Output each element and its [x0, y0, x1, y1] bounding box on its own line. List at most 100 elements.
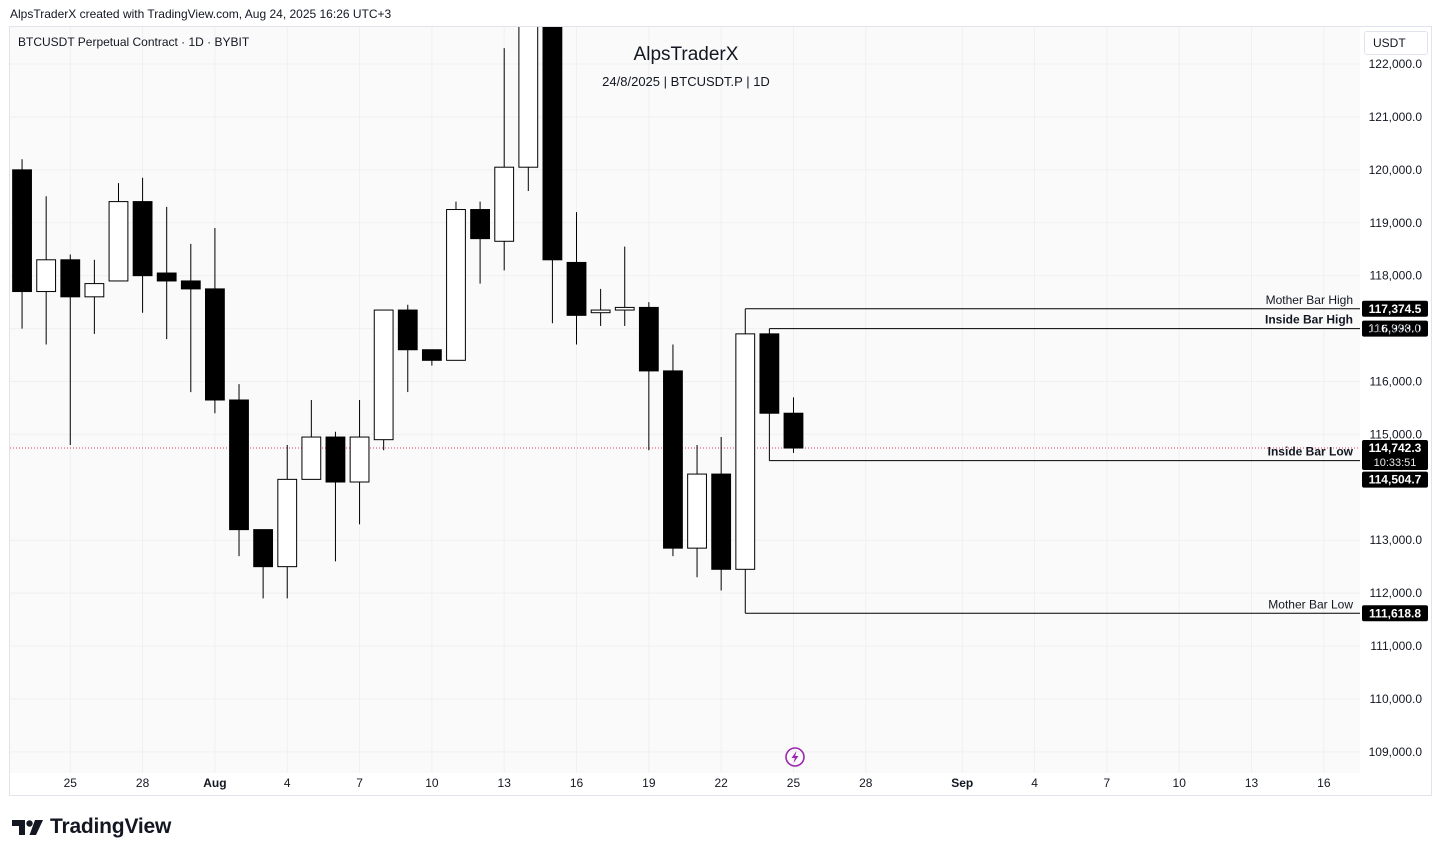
candle-body: [36, 259, 57, 293]
last-price-box: [1362, 440, 1428, 471]
price-tick-label: 111,000.0: [1370, 639, 1422, 653]
candle-body: [84, 283, 105, 298]
candle-bearish: [60, 254, 81, 445]
chart-title: AlpsTraderX: [633, 44, 739, 65]
candle-body: [277, 478, 298, 568]
level-price-tag: [1362, 300, 1428, 317]
time-tick-label: 10: [1173, 776, 1187, 790]
candle-body: [108, 201, 129, 282]
time-tick-label: 28: [859, 776, 873, 790]
symbol-label[interactable]: BTCUSDT Perpetual Contract · 1D · BYBIT: [18, 35, 250, 49]
time-tick-label: 28: [136, 776, 150, 790]
lightning-bolt-icon[interactable]: [784, 746, 806, 773]
candle-bullish: [36, 196, 57, 345]
level-price-tag: [1362, 605, 1428, 622]
time-tick-label: Sep: [951, 776, 973, 790]
candle-body: [132, 201, 153, 277]
time-tick-label: 19: [642, 776, 656, 790]
price-tick-label: 115,000.0: [1370, 427, 1423, 441]
candle-body: [614, 306, 635, 311]
grid-lines: [10, 27, 1360, 773]
candle-body: [663, 370, 683, 549]
candle-bearish: [783, 397, 804, 453]
candle-body: [301, 436, 322, 480]
candle-bearish: [253, 529, 274, 599]
level-name-label: Mother Bar Low: [1268, 597, 1353, 611]
time-tick-label: 13: [1245, 776, 1259, 790]
candle-body: [759, 333, 780, 414]
chart-subtitle: 24/8/2025 | BTCUSDT.P | 1D: [602, 74, 770, 89]
candle-body: [12, 169, 32, 293]
price-axis: 122,000.0 121,000.0 120,000.0 119,000.0 118,…: [1369, 57, 1423, 759]
candle-bearish: [229, 384, 249, 557]
candle-body: [421, 349, 442, 361]
candle-bullish: [349, 400, 370, 525]
candle-body: [397, 309, 418, 351]
level-price-label: 116,998.0: [1369, 322, 1422, 336]
candle-bearish: [12, 159, 32, 329]
level-price-label: 117,374.5: [1369, 302, 1422, 316]
candle-bullish: [277, 444, 298, 599]
price-tick-label: 113,000.0: [1370, 533, 1423, 547]
price-tick-label: 116,000.0: [1370, 374, 1423, 388]
candle-bearish: [470, 201, 490, 284]
candle-bearish: [180, 243, 201, 393]
time-tick-label: 4: [284, 776, 291, 790]
candle-body: [373, 309, 394, 441]
candle-body: [638, 306, 659, 372]
candle-body: [735, 333, 756, 570]
level-price-tag: [1362, 471, 1428, 488]
level-name-label: Mother Bar High: [1266, 293, 1353, 307]
candle-bearish: [132, 177, 153, 313]
candle-body: [711, 473, 732, 570]
candle-body: [229, 399, 249, 531]
price-tick-label: 109,000.0: [1369, 745, 1423, 759]
candle-bullish: [687, 444, 707, 578]
level-mother-bar-low: Mother Bar Low 111,618.8: [745, 597, 1428, 622]
level-lines: Mother Bar High 117,374.5 Inside Bar High 1…: [745, 293, 1428, 622]
level-price-tag: [1362, 320, 1428, 337]
price-tick-label: 118,000.0: [1370, 269, 1423, 283]
time-tick-label: 7: [356, 776, 363, 790]
candle-body: [325, 436, 346, 483]
candle-body: [687, 473, 707, 549]
time-axis: 25 28 Aug 4 7 10 13 16 19 22 25 28 Sep 4 7 10 13 16: [64, 776, 1331, 790]
candle-bullish: [518, 27, 539, 192]
tradingview-logo[interactable]: TradingView: [12, 815, 171, 839]
last-price-label: 114,742.3: [1369, 441, 1422, 455]
time-tick-label: 10: [425, 776, 439, 790]
last-price-tag: 114,742.3 10:33:51: [1362, 440, 1428, 471]
time-tick-label: 4: [1031, 776, 1038, 790]
candle-bearish: [638, 302, 659, 451]
candle-body: [566, 261, 587, 316]
candle-bearish: [663, 344, 683, 557]
time-tick-label: 25: [64, 776, 78, 790]
price-tick-label: 112,000.0: [1370, 586, 1423, 600]
candle-body: [542, 27, 563, 261]
time-tick-label: 13: [498, 776, 512, 790]
price-tick-label: 110,000.0: [1370, 692, 1423, 706]
candle-bearish: [397, 304, 418, 393]
level-name-label: Inside Bar High: [1265, 313, 1353, 327]
candle-body: [518, 27, 539, 168]
candle-bearish: [711, 437, 732, 591]
level-inside-bar-low-tag-top: 114,504.7: [1362, 471, 1428, 488]
candles: [12, 27, 804, 614]
currency-button[interactable]: USDT: [1364, 31, 1428, 55]
candle-body: [494, 166, 515, 242]
candle-bearish: [759, 328, 780, 461]
time-tick-label: Aug: [203, 776, 226, 790]
candle-bullish: [108, 183, 129, 282]
price-tick-label: 122,000.0: [1369, 57, 1423, 71]
candle-body: [446, 209, 466, 361]
candle-body: [783, 412, 804, 449]
level-price-label: 111,618.8: [1369, 606, 1421, 620]
price-tick-label: 120,000.0: [1369, 163, 1423, 177]
candle-body: [349, 436, 370, 483]
time-tick-label: 16: [1317, 776, 1331, 790]
candle-body: [180, 280, 201, 290]
candle-bullish: [590, 288, 611, 326]
candle-bullish: [84, 259, 105, 334]
candle-body: [253, 529, 274, 568]
